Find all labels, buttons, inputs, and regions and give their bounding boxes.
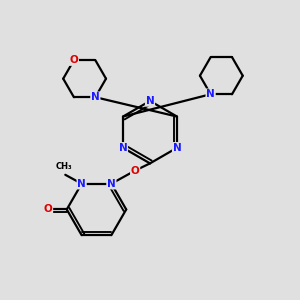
Text: O: O [70, 55, 78, 65]
Text: N: N [206, 89, 215, 99]
Text: N: N [173, 143, 182, 153]
Text: CH₃: CH₃ [56, 162, 72, 171]
Text: N: N [107, 179, 116, 189]
Text: N: N [91, 92, 100, 102]
Text: N: N [118, 143, 127, 153]
Text: O: O [131, 166, 140, 176]
Text: N: N [146, 96, 154, 106]
Text: O: O [44, 204, 52, 214]
Text: N: N [77, 179, 86, 189]
